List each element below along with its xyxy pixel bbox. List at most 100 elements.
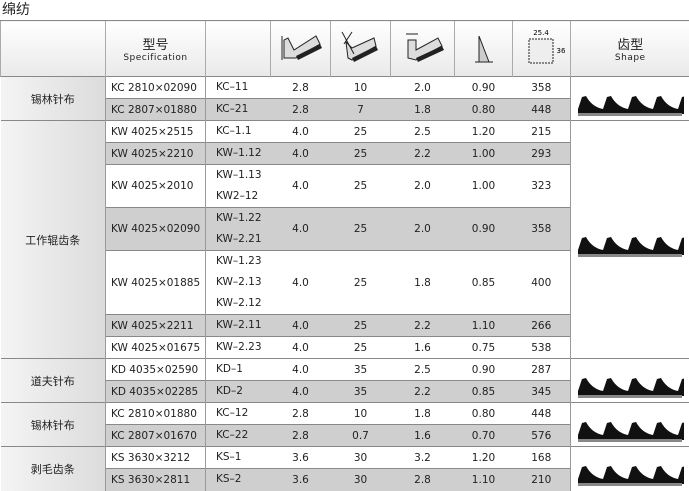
value-cell: 345 xyxy=(512,380,571,403)
value-cell: 4.0 xyxy=(270,314,331,337)
value-cell: 293 xyxy=(512,142,571,165)
spec-cell: KS 3630×2811 xyxy=(105,468,206,491)
model-name: KW–2.23 xyxy=(216,341,262,353)
value-cell: 2.2 xyxy=(390,380,455,403)
icon-text: 25.4 xyxy=(533,29,549,37)
spec-cell: KC 2810×02090 xyxy=(105,76,206,99)
value-cell: 2.8 xyxy=(270,402,331,425)
value-cell: 35 xyxy=(330,358,391,381)
model-name: KW–1.12 xyxy=(216,147,262,159)
header-cell: 25.4 36 xyxy=(512,20,571,77)
value-cell: 3.2 xyxy=(390,446,455,469)
value-cell: 3.6 xyxy=(270,468,331,491)
value-cell: 2.0 xyxy=(390,164,455,208)
group-name: 道夫针布 xyxy=(0,358,106,403)
spec-cell: KW 4025×2210 xyxy=(105,142,206,165)
group-name: 锡林针布 xyxy=(0,402,106,447)
table-row: KW 4025×01885 KW–1.23 KW–2.13 KW–2.12 4.0 25 1… xyxy=(1,250,689,315)
value-cell: 0.90 xyxy=(454,358,513,381)
header-cell: 齿型 Shape xyxy=(570,20,689,77)
group-name: 工作辊齿条 xyxy=(0,120,106,359)
value-cell: 7 xyxy=(330,98,391,121)
value-cell: 4.0 xyxy=(270,336,331,359)
value-cell: 168 xyxy=(512,446,571,469)
value-cell: 1.20 xyxy=(454,446,513,469)
value-cell: 25 xyxy=(330,142,391,165)
value-cell: 2.2 xyxy=(390,314,455,337)
model-name: KD–1 xyxy=(216,363,243,375)
spec-cell: KC 2807×01670 xyxy=(105,424,206,447)
tooth-shape xyxy=(578,237,689,257)
value-cell: 2.5 xyxy=(390,358,455,381)
header-text: 型号 xyxy=(142,38,169,53)
model-cell: KW–1.13 KW2–12 xyxy=(205,164,271,208)
value-cell: 0.90 xyxy=(454,76,513,99)
tooth-shape xyxy=(578,96,689,116)
value-cell: 1.8 xyxy=(390,250,455,315)
model-name: KW–2.11 xyxy=(216,319,262,331)
model-cell: KS–2 xyxy=(205,468,271,491)
model-name: KC–11 xyxy=(216,81,249,93)
header-text: Specification xyxy=(123,53,188,63)
value-cell: 1.6 xyxy=(390,336,455,359)
value-cell: 4.0 xyxy=(270,358,331,381)
value-cell: 10 xyxy=(330,76,391,99)
param-icon xyxy=(281,35,322,60)
spec-cell: KD 4035×02590 xyxy=(105,358,206,381)
header-cell xyxy=(205,20,271,77)
model-name: KC–1.1 xyxy=(216,125,252,137)
value-cell: 0.80 xyxy=(454,402,513,425)
group-name: 锡林针布 xyxy=(0,76,106,121)
model-name: KW2–12 xyxy=(216,190,259,202)
table-row: KS 3630×2811 KS–2 3.6 30 2.8 1.10 210 xyxy=(1,468,689,491)
model-name: KS–2 xyxy=(216,473,242,486)
model-cell: KW–2.11 xyxy=(205,314,271,337)
value-cell: 0.7 xyxy=(330,424,391,447)
value-cell: 2.8 xyxy=(270,98,331,121)
table-row: KW 4025×2210 KW–1.12 4.0 25 2.2 1.00 293 xyxy=(1,142,689,165)
value-cell: 10 xyxy=(330,402,391,425)
value-cell: 3.6 xyxy=(270,446,331,469)
header-cell xyxy=(390,20,455,77)
value-cell: 448 xyxy=(512,402,571,425)
value-cell: 2.8 xyxy=(390,468,455,491)
table-row: KW 4025×2211 KW–2.11 4.0 25 2.2 1.10 266 xyxy=(1,314,689,337)
table-row: 锡林针布 KC 2810×01880 KC–12 2.8 10 1.8 0.80 448 xyxy=(0,402,689,447)
spec-cell: KC 2807×01880 xyxy=(105,98,206,121)
model-name: KW–2.13 xyxy=(216,276,262,288)
value-cell: 0.70 xyxy=(454,424,513,447)
header-cell xyxy=(454,20,513,77)
value-cell: 358 xyxy=(512,76,571,99)
value-cell: 1.00 xyxy=(454,142,513,165)
value-cell: 25 xyxy=(330,250,391,315)
value-cell: 1.6 xyxy=(390,424,455,447)
spec-cell: KW 4025×02090 xyxy=(105,207,206,251)
value-cell: 2.5 xyxy=(390,120,455,143)
value-cell: 2.8 xyxy=(270,76,331,99)
value-cell: 266 xyxy=(512,314,571,337)
header-cell xyxy=(330,20,391,77)
model-cell: KC–11 xyxy=(205,76,271,99)
header-cell: 型号 Specification xyxy=(105,20,206,77)
spec-cell: KW 4025×2515 xyxy=(105,120,206,143)
model-name: KC–12 xyxy=(216,407,249,419)
value-cell: 25 xyxy=(330,164,391,208)
model-name: KW–1.22 xyxy=(216,212,262,224)
value-cell: 1.10 xyxy=(454,468,513,491)
value-cell: 0.75 xyxy=(454,336,513,359)
value-cell: 358 xyxy=(512,207,571,251)
value-cell: 30 xyxy=(330,468,391,491)
spec-cell: KD 4035×02285 xyxy=(105,380,206,403)
value-cell: 25 xyxy=(330,336,391,359)
tooth-shape xyxy=(578,422,689,442)
spec-table: 型号 Specification 25.4 36 齿型 Shape 锡林针布 KC 28… xyxy=(0,20,689,491)
table-row: KW 4025×02090 KW–1.22 KW–2.21 4.0 25 2.0 0.90 3… xyxy=(1,207,689,251)
model-cell: KC–22 xyxy=(205,424,271,447)
table-row: 剥毛齿条 KS 3630×3212 KS–1 3.6 30 3.2 1.20 168 xyxy=(0,446,689,491)
value-cell: 576 xyxy=(512,424,571,447)
spec-cell: KW 4025×01675 xyxy=(105,336,206,359)
value-cell: 1.10 xyxy=(454,314,513,337)
value-cell: 287 xyxy=(512,358,571,381)
value-cell: 2.8 xyxy=(270,424,331,447)
page-title: 绵纺 xyxy=(2,2,30,18)
